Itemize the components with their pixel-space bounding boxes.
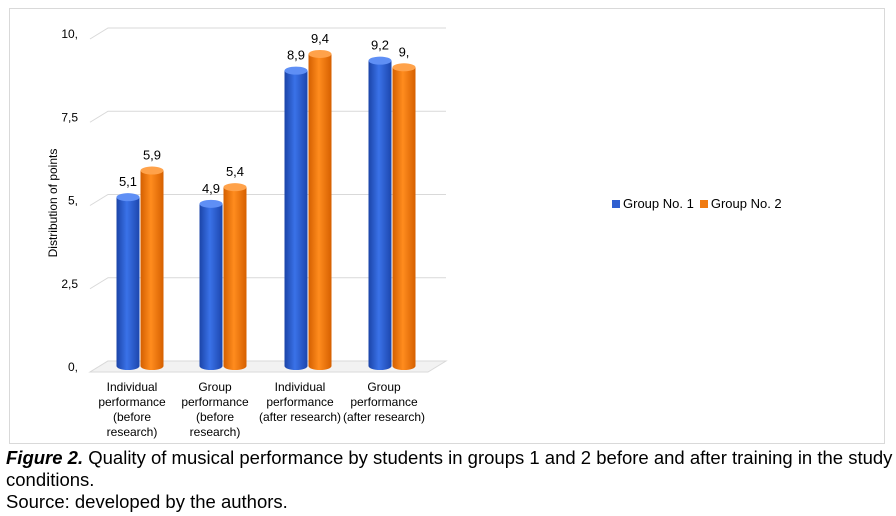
x-tick-label: Group performance (after research) xyxy=(343,380,425,424)
y-tick-label: 0, xyxy=(68,360,78,374)
gridline xyxy=(89,277,446,290)
data-label: 5,4 xyxy=(226,164,244,179)
bar-top xyxy=(368,56,392,65)
data-label: 5,1 xyxy=(119,174,137,189)
bar xyxy=(392,67,416,371)
y-axis-title: Distribution of points xyxy=(46,149,60,258)
legend-label-group-2: Group No. 2 xyxy=(710,196,782,211)
bar-top xyxy=(223,183,247,192)
legend-label-group-1: Group No. 1 xyxy=(623,196,694,211)
bar xyxy=(199,203,223,370)
bar xyxy=(368,60,392,370)
x-tick-label: Individual performance (after research) xyxy=(259,380,341,424)
bar xyxy=(140,170,164,370)
x-tick-label: Group performance (before research) xyxy=(181,380,249,439)
bar-top xyxy=(284,66,308,75)
y-tick-label: 10, xyxy=(61,27,78,41)
data-label: 9, xyxy=(399,44,410,59)
data-label: 4,9 xyxy=(202,181,220,196)
data-label: 5,9 xyxy=(143,148,161,163)
bar xyxy=(308,53,332,370)
x-tick-label: Individual performance (before research) xyxy=(98,380,166,439)
y-tick-label: 2,5 xyxy=(61,277,78,291)
caption-source: Source: developed by the authors. xyxy=(6,491,288,512)
data-label: 8,9 xyxy=(287,48,305,63)
data-label: 9,4 xyxy=(311,31,329,46)
legend-swatch-group-1 xyxy=(612,199,620,208)
legend-swatch-group-2 xyxy=(699,199,708,208)
legend-item-group-1: Group No. 1 xyxy=(612,196,694,211)
gridline xyxy=(89,27,446,40)
y-tick-label: 7,5 xyxy=(61,110,78,124)
data-label: 9,2 xyxy=(371,38,389,53)
bar xyxy=(116,197,140,370)
figure-label: Figure 2. xyxy=(6,447,84,468)
gridline xyxy=(89,194,446,206)
bar xyxy=(284,70,308,370)
bar-top xyxy=(140,166,164,175)
bar-top xyxy=(392,63,416,72)
bar xyxy=(223,187,247,370)
bar-chart: 0, 2,5 5, 7,5 10, 5,1 4,9 8,9 9,2 5,9 5,4 9,4 9, In… xyxy=(46,27,448,439)
bar-top xyxy=(308,49,332,58)
gridline xyxy=(89,110,446,123)
legend-item-group-2: Group No. 2 xyxy=(699,196,782,211)
figure-caption: Figure 2. Quality of musical performance… xyxy=(6,447,894,513)
y-tick-label: 5, xyxy=(68,194,78,208)
bar-top xyxy=(116,193,140,202)
caption-text: Quality of musical performance by studen… xyxy=(6,447,893,490)
bar-top xyxy=(199,199,223,208)
legend: Group No. 1 Group No. 2 xyxy=(612,196,788,211)
chart-floor xyxy=(88,360,448,373)
